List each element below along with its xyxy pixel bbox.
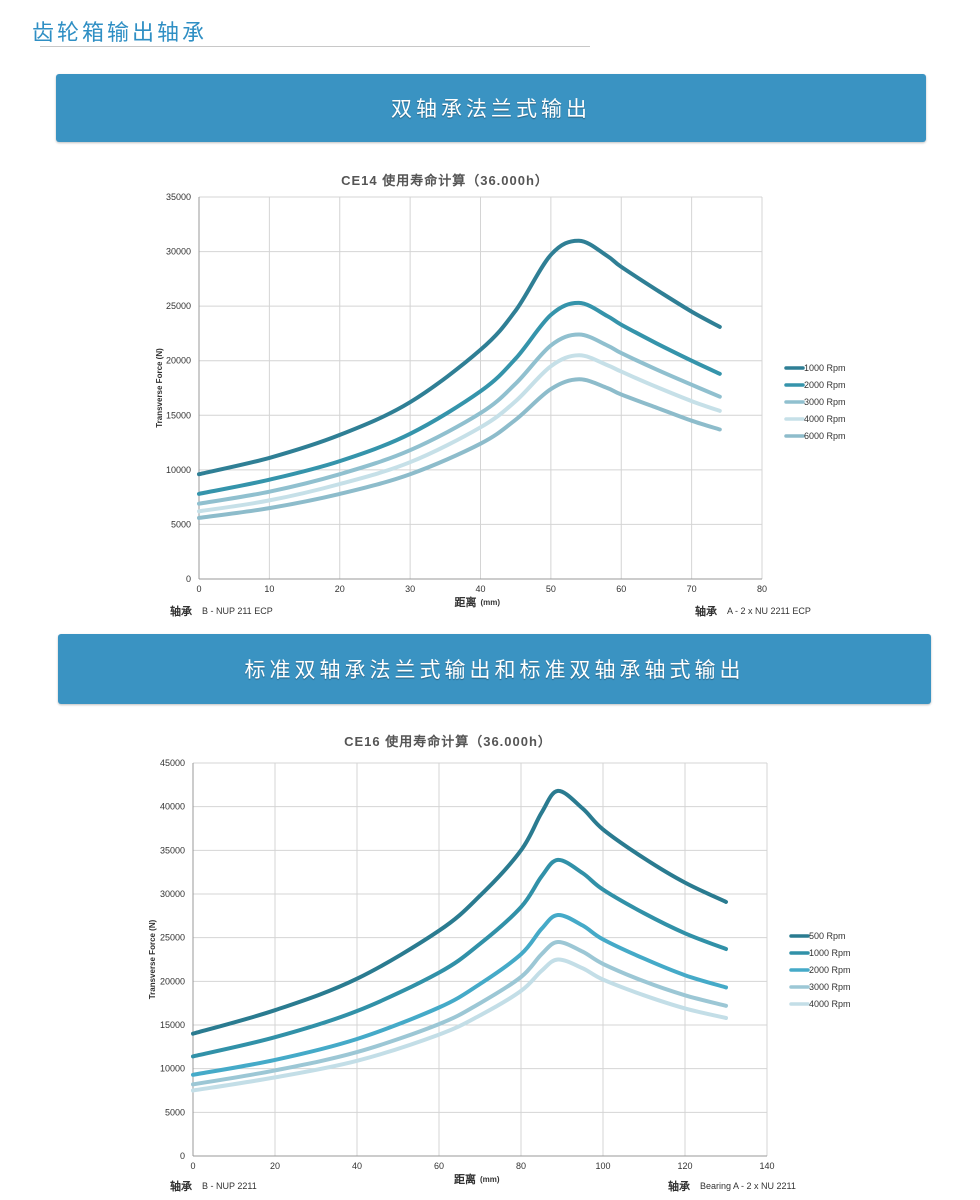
legend-label: 3000 Rpm <box>809 982 851 992</box>
x-tick-label: 70 <box>687 584 697 594</box>
x-tick-label: 120 <box>677 1161 692 1171</box>
x-axis-label: 距离 <box>454 1172 476 1186</box>
x-tick-label: 80 <box>516 1161 526 1171</box>
y-tick-label: 45000 <box>160 758 185 768</box>
y-tick-label: 0 <box>186 574 191 584</box>
bearing-b-value: B - NUP 211 ECP <box>202 606 273 616</box>
chart-title: CE16 使用寿命计算（36.000h） <box>344 734 552 749</box>
y-tick-label: 30000 <box>160 889 185 899</box>
legend-label: 1000 Rpm <box>804 363 846 373</box>
x-tick-label: 30 <box>405 584 415 594</box>
y-tick-label: 20000 <box>166 356 191 366</box>
x-tick-label: 80 <box>757 584 767 594</box>
y-tick-label: 15000 <box>160 1020 185 1030</box>
bearing-a-label: 轴承 <box>668 1179 691 1193</box>
bearing-a-value: A - 2 x NU 2211 ECP <box>727 606 811 616</box>
page-title: 齿轮箱输出轴承 <box>32 21 208 46</box>
series-line <box>197 332 722 506</box>
x-tick-label: 60 <box>616 584 626 594</box>
x-tick-label: 0 <box>196 584 201 594</box>
y-tick-label: 5000 <box>171 519 191 529</box>
y-tick-label: 15000 <box>166 410 191 420</box>
series-line <box>197 353 722 514</box>
x-tick-label: 20 <box>335 584 345 594</box>
bearing-a-value: Bearing A - 2 x NU 2211 <box>700 1181 796 1191</box>
legend-label: 1000 Rpm <box>809 948 851 958</box>
x-tick-label: 40 <box>352 1161 362 1171</box>
legend-label: 3000 Rpm <box>804 397 846 407</box>
x-tick-label: 140 <box>759 1161 774 1171</box>
x-tick-label: 60 <box>434 1161 444 1171</box>
legend-label: 4000 Rpm <box>809 999 851 1009</box>
series-line <box>191 788 728 1036</box>
series-line <box>191 912 728 1077</box>
series-line <box>197 238 722 477</box>
x-tick-label: 50 <box>546 584 556 594</box>
y-tick-label: 35000 <box>166 192 191 202</box>
y-axis-label: Transverse Force (N) <box>155 348 164 428</box>
bearing-a-label: 轴承 <box>695 604 718 618</box>
y-tick-label: 40000 <box>160 802 185 812</box>
legend-label: 500 Rpm <box>809 931 846 941</box>
x-axis-label: 距离 <box>455 595 477 609</box>
y-tick-label: 30000 <box>166 247 191 257</box>
bearing-b-label: 轴承 <box>170 604 193 618</box>
legend-label: 6000 Rpm <box>804 431 846 441</box>
series-line <box>191 957 728 1093</box>
legend-label: 4000 Rpm <box>804 414 846 424</box>
section-banner-standard-output: 标准双轴承法兰式输出和标准双轴承轴式输出 <box>58 634 931 704</box>
y-tick-label: 25000 <box>166 301 191 311</box>
series-line <box>197 377 722 520</box>
x-tick-label: 100 <box>595 1161 610 1171</box>
title-divider <box>40 46 590 47</box>
x-tick-label: 0 <box>190 1161 195 1171</box>
bearing-b-label: 轴承 <box>170 1179 193 1193</box>
y-tick-label: 35000 <box>160 845 185 855</box>
series-line <box>191 940 728 1087</box>
y-tick-label: 20000 <box>160 976 185 986</box>
x-tick-label: 20 <box>270 1161 280 1171</box>
series-line <box>191 857 728 1059</box>
chart-title: CE14 使用寿命计算（36.000h） <box>341 173 549 188</box>
x-tick-label: 40 <box>475 584 485 594</box>
y-tick-label: 0 <box>180 1151 185 1161</box>
bearing-b-value: B - NUP 2211 <box>202 1181 257 1191</box>
y-tick-label: 5000 <box>165 1107 185 1117</box>
x-tick-label: 10 <box>264 584 274 594</box>
series-line <box>197 300 722 496</box>
x-axis-unit: (mm) <box>480 1175 500 1184</box>
y-tick-label: 10000 <box>166 465 191 475</box>
x-axis-unit: (mm) <box>481 598 501 607</box>
y-tick-label: 25000 <box>160 933 185 943</box>
section-banner-flange-output: 双轴承法兰式输出 <box>56 74 926 142</box>
legend-label: 2000 Rpm <box>804 380 846 390</box>
legend-label: 2000 Rpm <box>809 965 851 975</box>
y-axis-label: Transverse Force (N) <box>148 919 157 999</box>
y-tick-label: 10000 <box>160 1064 185 1074</box>
